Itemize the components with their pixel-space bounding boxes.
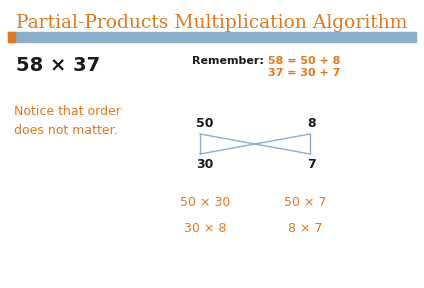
Bar: [8, 32, 416, 42]
Text: 7: 7: [308, 158, 316, 171]
Text: Notice that order
does not matter.: Notice that order does not matter.: [14, 105, 121, 137]
Text: 30 × 8: 30 × 8: [184, 222, 226, 235]
Text: 50 × 7: 50 × 7: [284, 196, 326, 209]
Text: 50 × 30: 50 × 30: [180, 196, 230, 209]
Text: 37 = 30 + 7: 37 = 30 + 7: [268, 68, 340, 78]
Text: 58 × 37: 58 × 37: [16, 56, 100, 75]
Text: 30: 30: [196, 158, 214, 171]
Text: Remember:: Remember:: [192, 56, 264, 66]
Bar: [8, 32, 15, 42]
Text: 50: 50: [196, 117, 214, 130]
Text: 8 × 7: 8 × 7: [288, 222, 322, 235]
Text: Partial-Products Multiplication Algorithm: Partial-Products Multiplication Algorith…: [16, 14, 408, 32]
Text: 8: 8: [308, 117, 316, 130]
Text: 58 = 50 + 8: 58 = 50 + 8: [268, 56, 340, 66]
